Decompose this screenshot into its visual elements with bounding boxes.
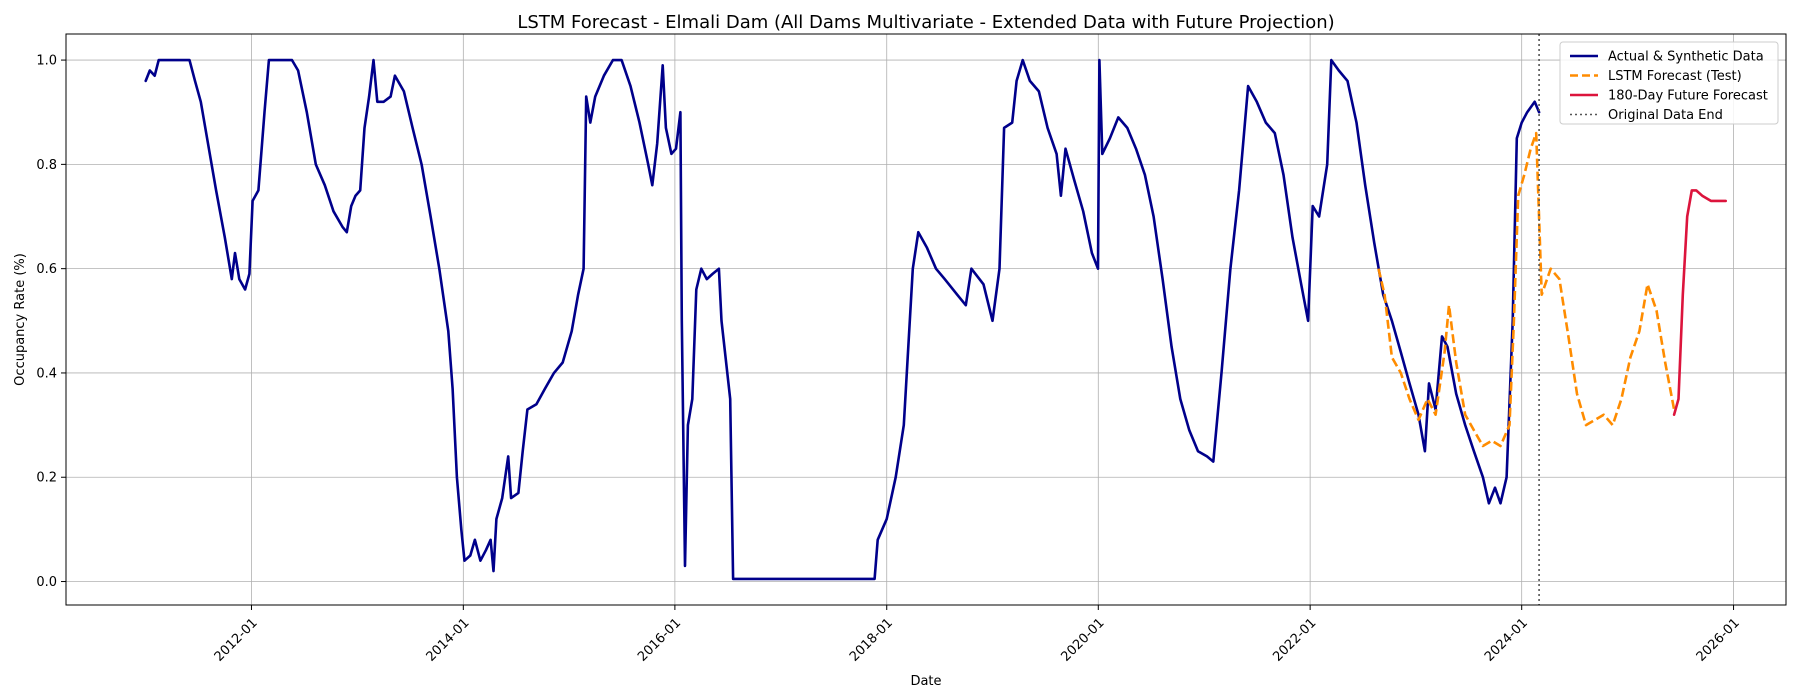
series-line-actual-synthetic-data bbox=[144, 58, 1541, 581]
x-tick-label: 2016-01 bbox=[635, 616, 684, 665]
y-tick-label: 0.6 bbox=[36, 262, 57, 277]
x-tick-label: 2026-01 bbox=[1694, 616, 1743, 665]
y-tick-label: 1.0 bbox=[36, 54, 57, 69]
legend-label: LSTM Forecast (Test) bbox=[1608, 69, 1742, 84]
x-tick-label: 2012-01 bbox=[212, 616, 261, 665]
legend: Actual & Synthetic Data LSTM Forecast (Te… bbox=[1559, 41, 1779, 125]
series-layer bbox=[144, 34, 1727, 605]
legend-label: Original Data End bbox=[1608, 108, 1723, 123]
grid-layer bbox=[66, 34, 1786, 605]
legend-label: Actual & Synthetic Data bbox=[1608, 50, 1764, 65]
series-line-180-day-future-forecast bbox=[1672, 189, 1727, 416]
y-tick-label: 0.2 bbox=[36, 471, 57, 486]
x-tick-label: 2014-01 bbox=[424, 616, 473, 665]
x-tick-label: 2020-01 bbox=[1059, 616, 1108, 665]
x-tick-label: 2024-01 bbox=[1482, 616, 1531, 665]
legend-label: 180-Day Future Forecast bbox=[1608, 89, 1768, 104]
y-axis-label: Occupancy Rate (%) bbox=[13, 253, 28, 386]
y-tick-label: 0.4 bbox=[36, 366, 57, 381]
chart-title: LSTM Forecast - Elmali Dam (All Dams Mul… bbox=[517, 12, 1334, 33]
y-tick-label: 0.8 bbox=[36, 158, 57, 173]
ticks-layer: 0.0 0.2 0.4 0.6 0.8 1.0 2012-01 2014-01 2016-01 2… bbox=[36, 54, 1742, 665]
x-tick-label: 2018-01 bbox=[847, 616, 896, 665]
y-tick-label: 0.0 bbox=[36, 575, 57, 590]
plot-area-frame bbox=[65, 33, 1787, 606]
x-axis-label: Date bbox=[910, 674, 941, 689]
legend-box bbox=[1559, 41, 1779, 125]
series-line-lstm-forecast-test bbox=[1377, 131, 1676, 448]
x-tick-label: 2022-01 bbox=[1270, 616, 1319, 665]
